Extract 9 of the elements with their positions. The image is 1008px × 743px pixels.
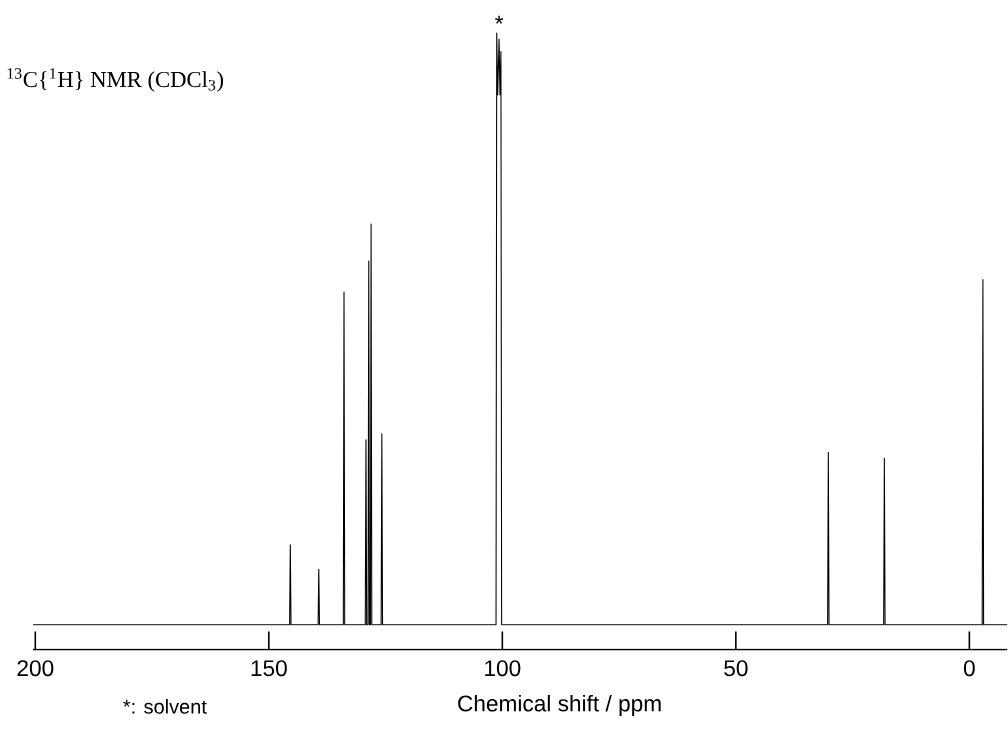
x-tick-label: 50	[724, 659, 748, 677]
annotation: *	[495, 15, 504, 24]
text: *: solvent	[123, 698, 207, 714]
text: $^{13}$C{$^{1}$H} NMR (CDCl$_{3}$)	[7, 67, 224, 92]
x-axis-title: Chemical shift / ppm	[458, 694, 661, 716]
x-tick-label: 150	[251, 659, 287, 677]
x-tick-label: 200	[17, 659, 54, 677]
x-tick-label: 100	[485, 659, 521, 677]
x-tick-label: 0	[963, 659, 975, 677]
